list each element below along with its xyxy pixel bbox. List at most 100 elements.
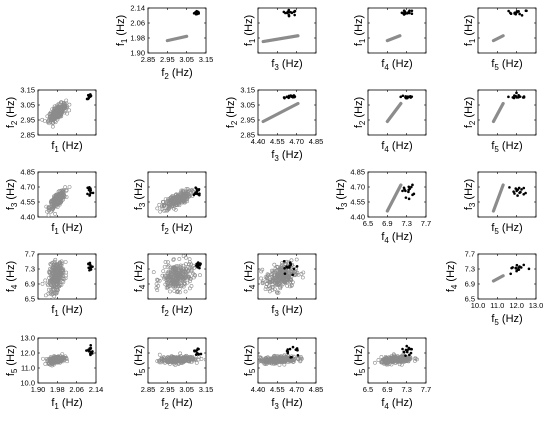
grey-cloud-point [54, 355, 59, 360]
x-tick-label: 3.05 [179, 55, 194, 64]
black-point [85, 349, 88, 352]
black-point [89, 346, 93, 350]
black-point [198, 266, 201, 270]
y-tick-label: 4.40 [350, 213, 365, 222]
black-point [527, 267, 531, 271]
grey-cloud-point [53, 120, 58, 125]
black-point [402, 9, 406, 12]
grey-cloud-point [46, 205, 51, 210]
y-tick-label: 6.5 [25, 295, 35, 304]
grey-cloud-point [176, 284, 180, 289]
black-point [410, 347, 413, 351]
grey-cloud-point [277, 268, 282, 272]
black-point [197, 188, 201, 192]
x-tick-label: 3.05 [179, 385, 194, 394]
panel-content [385, 183, 416, 213]
panel-content [40, 257, 94, 299]
grey-cloud-point [404, 358, 409, 363]
grey-cloud-point [151, 270, 156, 275]
grey-cloud-point [286, 275, 291, 280]
black-point [513, 192, 516, 195]
black-point [522, 192, 526, 196]
y-axis-label: f4 (Hz) [445, 261, 459, 292]
grey-cloud-point [168, 268, 173, 273]
grey-cloud-point [178, 265, 182, 269]
black-point [88, 93, 91, 97]
x-tick-label: 4.70 [289, 385, 304, 394]
panel-content [385, 9, 414, 43]
grey-cloud-point [172, 271, 177, 276]
y-tick-label: 12.0 [20, 349, 35, 358]
grey-cloud-point [46, 359, 51, 364]
grey-cloud-point [172, 281, 177, 286]
grey-cloud-point [51, 274, 56, 279]
grey-cloud-point [165, 355, 170, 360]
black-point [516, 194, 519, 197]
black-point [286, 11, 289, 15]
grey-cloud-point [163, 282, 168, 287]
x-axis-label: f5 (Hz) [491, 58, 522, 72]
x-tick-label: 13.0 [529, 301, 544, 310]
grey-cloud-point [271, 278, 276, 283]
x-axis-label: f4 (Hz) [381, 231, 412, 245]
x-tick-label: 2.85 [141, 385, 156, 394]
y-axis-label: f3 (Hz) [133, 179, 147, 210]
panel-frame [477, 171, 537, 218]
black-point [524, 9, 528, 13]
black-point [411, 183, 414, 187]
y-axis-label: f1 (Hz) [463, 15, 477, 46]
grey-cloud-point [175, 203, 180, 208]
black-point [520, 14, 524, 17]
black-point [519, 190, 522, 194]
black-point [515, 91, 518, 95]
grey-cloud-point [58, 273, 63, 278]
grey-cloud-point [181, 284, 186, 289]
grey-cloud-point [53, 268, 57, 273]
grey-cloud-point [168, 274, 173, 279]
grey-cloud-point [59, 263, 64, 268]
grey-cloud-point [48, 283, 53, 287]
grey-cloud-point [191, 263, 196, 268]
grey-cloud-point [56, 355, 61, 360]
grey-cloud-point [50, 261, 55, 265]
grey-cloud-point [406, 359, 411, 363]
grey-cloud-point [41, 356, 45, 361]
y-tick-label: 1.98 [130, 34, 145, 43]
panel-f3-vs-f2: f3 (Hz) f2 (Hz) [133, 171, 207, 236]
y-tick-label: 1.90 [130, 49, 145, 58]
grey-cloud-point [175, 194, 180, 199]
grey-cloud-point [272, 353, 277, 358]
x-tick-label: 3.15 [199, 55, 214, 64]
panel-content [261, 94, 300, 124]
grey-cloud-point [165, 359, 170, 364]
grey-cloud-point [260, 267, 265, 272]
black-point [295, 265, 299, 268]
x-tick-label: 4.40 [251, 137, 266, 146]
grey-cloud-point [50, 124, 55, 129]
x-tick-label: 2.95 [160, 385, 175, 394]
grey-cloud-point [265, 358, 270, 363]
grey-cloud-point [386, 358, 391, 363]
y-axis-label: f2 (Hz) [225, 97, 239, 128]
panel-content [491, 263, 531, 283]
grey-cloud-point [163, 197, 168, 201]
grey-cloud-point [298, 355, 303, 359]
x-tick-label: 1.90 [31, 385, 46, 394]
x-tick-label: 4.70 [289, 137, 304, 146]
grey-linear-series [491, 34, 505, 43]
grey-cloud-point [155, 278, 160, 283]
grey-cloud-point [55, 266, 59, 270]
black-point [85, 97, 89, 101]
black-point [88, 268, 91, 272]
grey-cloud-point [391, 358, 396, 362]
x-tick-label: 6.9 [382, 219, 392, 228]
grey-cloud-point [189, 356, 194, 360]
panel-content [151, 254, 202, 295]
panel-f5-vs-f1: 10.0 11.0 12.0 13.0f5 (Hz) 1.90 1.98 2.06 2.14 f… [5, 334, 103, 412]
y-tick-label: 11.0 [21, 364, 35, 373]
grey-cloud-point [276, 283, 281, 288]
grey-cloud-point [46, 213, 51, 217]
black-point [407, 346, 411, 350]
